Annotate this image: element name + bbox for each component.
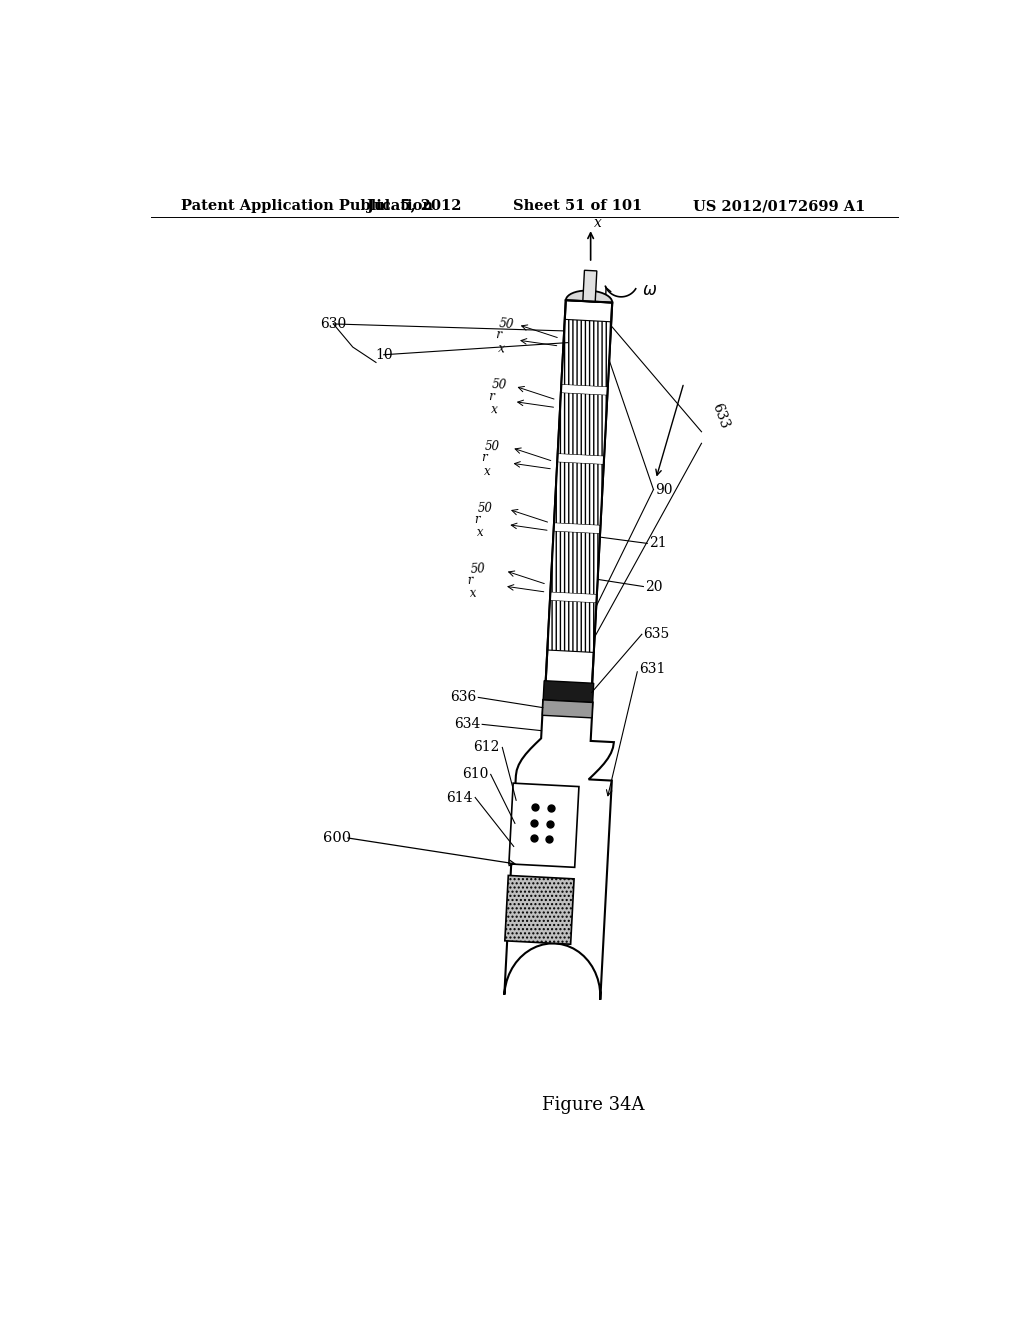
Text: 631: 631 (640, 661, 666, 676)
Polygon shape (545, 300, 612, 702)
Text: 10: 10 (375, 347, 392, 362)
Text: 633: 633 (710, 401, 731, 432)
Polygon shape (551, 593, 596, 602)
Polygon shape (566, 290, 612, 302)
Text: $\omega$: $\omega$ (642, 281, 656, 300)
Polygon shape (558, 392, 607, 457)
Text: x: x (476, 525, 483, 539)
Polygon shape (509, 783, 579, 867)
Text: x: x (490, 403, 498, 416)
Text: 90: 90 (655, 483, 673, 496)
Text: 20: 20 (645, 579, 663, 594)
Text: x: x (469, 587, 476, 601)
Polygon shape (583, 271, 597, 302)
Text: 614: 614 (446, 791, 473, 804)
Text: x: x (498, 342, 505, 355)
Text: 636: 636 (451, 690, 477, 705)
Polygon shape (505, 875, 574, 944)
Text: 634: 634 (455, 717, 480, 731)
Text: 600: 600 (324, 830, 351, 845)
Polygon shape (558, 454, 603, 465)
Text: 50: 50 (492, 379, 507, 392)
Text: x: x (483, 465, 490, 478)
Text: 635: 635 (643, 627, 670, 642)
Text: Sheet 51 of 101: Sheet 51 of 101 (513, 199, 642, 213)
Text: 50: 50 (499, 317, 514, 331)
Polygon shape (562, 384, 607, 395)
Polygon shape (543, 681, 594, 702)
Polygon shape (550, 531, 600, 595)
Text: r: r (474, 512, 479, 525)
Text: 612: 612 (474, 741, 500, 755)
Text: 610: 610 (462, 767, 488, 781)
Text: 50: 50 (484, 440, 500, 453)
Text: 21: 21 (649, 536, 667, 550)
Text: Jul. 5, 2012: Jul. 5, 2012 (368, 199, 462, 213)
Text: 630: 630 (321, 317, 346, 331)
Polygon shape (505, 700, 613, 999)
Text: r: r (487, 389, 494, 403)
Text: 50: 50 (477, 502, 493, 515)
Polygon shape (561, 319, 611, 387)
Polygon shape (548, 601, 596, 652)
Text: r: r (466, 574, 473, 587)
Text: x: x (594, 216, 602, 230)
Text: Figure 34A: Figure 34A (542, 1097, 644, 1114)
Text: Patent Application Publication: Patent Application Publication (180, 199, 433, 213)
Text: r: r (481, 451, 486, 465)
Polygon shape (554, 523, 600, 533)
Text: US 2012/0172699 A1: US 2012/0172699 A1 (693, 199, 865, 213)
Text: 50: 50 (470, 562, 485, 576)
Text: r: r (495, 329, 502, 342)
Polygon shape (554, 462, 604, 525)
Polygon shape (543, 700, 593, 718)
